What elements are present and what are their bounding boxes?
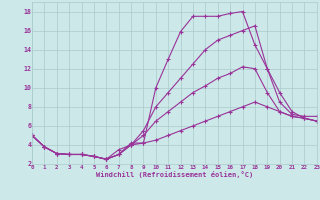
X-axis label: Windchill (Refroidissement éolien,°C): Windchill (Refroidissement éolien,°C) [96,171,253,178]
